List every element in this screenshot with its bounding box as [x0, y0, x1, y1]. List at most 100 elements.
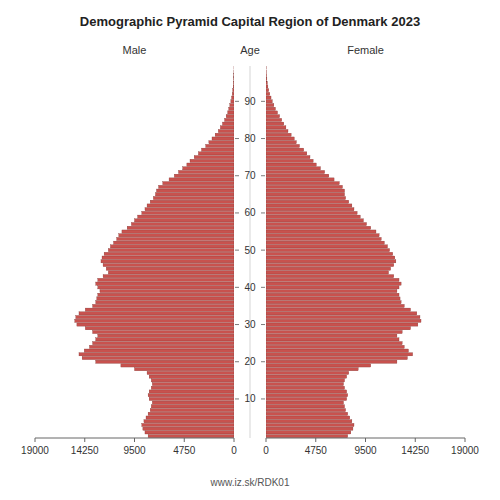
bar — [266, 252, 393, 255]
bar — [266, 397, 347, 400]
bar — [150, 409, 234, 412]
bar — [266, 263, 394, 266]
age-tick-left — [235, 398, 239, 399]
bar — [228, 111, 234, 114]
bar — [233, 66, 234, 69]
bar — [266, 70, 267, 73]
bar — [145, 431, 234, 434]
bar — [266, 342, 402, 345]
bar — [138, 215, 234, 218]
bar — [231, 100, 234, 103]
bar — [98, 278, 234, 281]
bar — [266, 144, 300, 147]
bar — [266, 394, 348, 397]
age-tick-label: 90 — [244, 96, 256, 107]
age-tick-label: 40 — [244, 282, 256, 293]
age-tick-left — [235, 138, 239, 139]
bar — [93, 330, 234, 333]
age-tick-label: 10 — [244, 393, 256, 404]
bar — [93, 304, 234, 307]
x-tick-label: 19000 — [451, 445, 479, 456]
bar — [266, 185, 342, 188]
bar — [151, 405, 234, 408]
bar — [266, 89, 269, 92]
x-tick-label: 14250 — [401, 445, 429, 456]
x-tick-label: 19000 — [21, 445, 49, 456]
bars — [75, 66, 234, 437]
age-tick-right — [261, 398, 265, 399]
bar — [266, 330, 402, 333]
bar — [106, 267, 234, 270]
bar — [215, 133, 234, 136]
bar — [232, 96, 234, 99]
bar — [110, 245, 234, 248]
bar — [119, 234, 234, 237]
bar — [266, 249, 390, 252]
series-label: Male — [123, 44, 147, 56]
bar — [266, 334, 397, 337]
bar — [266, 111, 278, 114]
bar — [266, 356, 407, 359]
bar — [266, 77, 267, 80]
age-tick-label: 80 — [244, 133, 256, 144]
bar — [266, 66, 267, 69]
x-tick — [465, 438, 466, 442]
age-tick-left — [235, 250, 239, 251]
bar — [266, 379, 345, 382]
bar — [101, 260, 234, 263]
bar — [104, 252, 234, 255]
bar — [131, 223, 234, 226]
x-tick-label: 9500 — [354, 445, 377, 456]
bar — [266, 301, 401, 304]
bar — [233, 85, 234, 88]
bar — [266, 74, 267, 77]
x-tick — [234, 438, 235, 442]
series-label: Female — [347, 44, 384, 56]
bar — [97, 297, 234, 300]
bar — [150, 200, 234, 203]
age-tick-left — [235, 324, 239, 325]
bar — [98, 286, 234, 289]
bar — [266, 148, 304, 151]
bar — [230, 103, 234, 106]
bar — [82, 356, 234, 359]
bar — [266, 223, 367, 226]
bar — [266, 308, 411, 311]
bar — [266, 219, 363, 222]
bar — [266, 256, 395, 259]
bar — [266, 215, 360, 218]
bar — [159, 185, 234, 188]
bar — [266, 126, 286, 129]
bar — [266, 141, 296, 144]
bar — [183, 167, 234, 170]
bar — [135, 219, 235, 222]
x-tick-label: 14250 — [71, 445, 99, 456]
x-tick-label: 9500 — [123, 445, 146, 456]
bar — [266, 293, 399, 296]
age-tick-label: 60 — [244, 207, 256, 218]
bar — [266, 349, 408, 352]
bar — [266, 189, 345, 192]
bar — [266, 423, 354, 426]
bar — [79, 312, 234, 315]
bar — [266, 278, 399, 281]
bar — [266, 353, 413, 356]
bar — [156, 189, 234, 192]
bar — [96, 282, 234, 285]
x-tick — [134, 438, 135, 442]
bar — [202, 148, 234, 151]
bar — [266, 245, 387, 248]
bar — [266, 152, 307, 155]
age-tick-right — [261, 250, 265, 251]
bar — [266, 297, 400, 300]
bar — [96, 338, 234, 341]
bar — [149, 390, 234, 393]
age-tick-label: 30 — [244, 319, 256, 330]
bar — [266, 137, 294, 140]
bar — [151, 386, 234, 389]
axis-label: Age — [240, 44, 260, 56]
bar — [266, 405, 345, 408]
bar — [266, 208, 354, 211]
bar — [266, 81, 267, 84]
bar — [142, 211, 234, 214]
